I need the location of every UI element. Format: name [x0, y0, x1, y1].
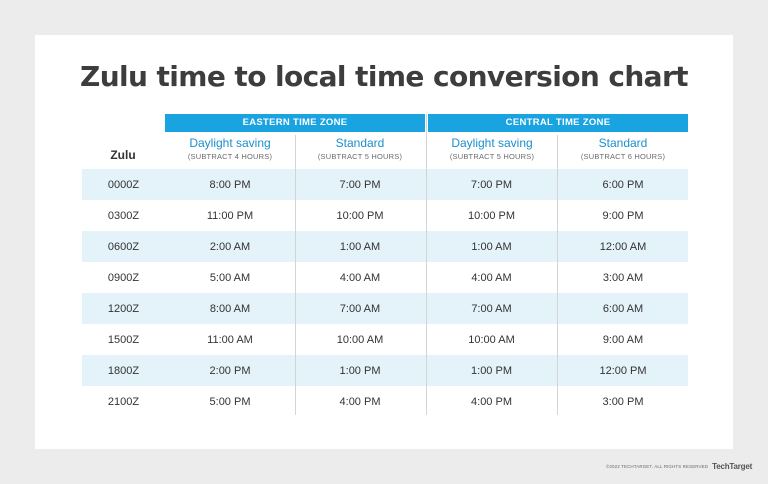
zulu-cell: 1200Z [107, 302, 140, 315]
central-daylight-sub: (SUBTRACT 5 HOURS) [449, 152, 535, 161]
table-row: 1500Z 11:00 AM 10:00 AM 10:00 AM 9:00 AM [82, 324, 688, 355]
footer: ©2022 TECHTARGET. ALL RIGHTS RESERVED Te… [606, 462, 752, 471]
central-standard-cell: 12:00 AM [599, 240, 647, 253]
eastern-daylight-cell: 11:00 AM [207, 333, 253, 346]
central-daylight-cell: 7:00 AM [471, 302, 512, 315]
table-row: 0000Z 8:00 PM 7:00 PM 7:00 PM 6:00 PM [82, 169, 688, 200]
central-daylight-cell: 10:00 AM [468, 333, 515, 346]
zulu-cell: 0600Z [107, 240, 140, 253]
copyright-text: ©2022 TECHTARGET. ALL RIGHTS RESERVED [606, 464, 709, 469]
central-standard-label: Standard [598, 136, 648, 150]
eastern-daylight-label: Daylight saving [189, 136, 271, 150]
techtarget-logo: TechTarget [712, 462, 753, 471]
central-standard-cell: 6:00 PM [602, 178, 644, 191]
central-standard-cell: 6:00 AM [602, 302, 644, 315]
eastern-standard-cell: 4:00 AM [339, 271, 381, 284]
zulu-cell: 0900Z [107, 271, 140, 284]
zulu-cell: 2100Z [107, 395, 140, 408]
central-daylight-cell: 4:00 AM [471, 271, 512, 284]
central-daylight-cell: 10:00 PM [467, 209, 516, 222]
table-row: 1200Z 8:00 AM 7:00 AM 7:00 AM 6:00 AM [82, 293, 688, 324]
conversion-table: 0000Z 8:00 PM 7:00 PM 7:00 PM 6:00 PM 03… [82, 169, 688, 417]
eastern-standard-cell: 1:00 AM [339, 240, 381, 253]
eastern-daylight-cell: 5:00 PM [209, 395, 251, 408]
central-standard-cell: 12:00 PM [599, 364, 647, 377]
page-title: Zulu time to local time conversion chart [80, 60, 689, 93]
eastern-daylight-cell: 5:00 AM [209, 271, 251, 284]
central-zone-header: CENTRAL TIME ZONE [428, 114, 688, 132]
eastern-standard-cell: 10:00 AM [336, 333, 384, 346]
eastern-standard-cell: 1:00 PM [339, 364, 381, 377]
central-daylight-cell: 1:00 AM [471, 240, 512, 253]
eastern-standard-label: Standard [335, 136, 385, 150]
eastern-standard-header: Standard (SUBTRACT 5 HOURS) [295, 136, 425, 163]
column-divider [295, 135, 296, 415]
eastern-daylight-sub: (SUBTRACT 4 HOURS) [187, 152, 273, 161]
central-standard-sub: (SUBTRACT 6 HOURS) [580, 152, 666, 161]
central-daylight-header: Daylight saving (SUBTRACT 5 HOURS) [427, 136, 557, 163]
central-standard-header: Standard (SUBTRACT 6 HOURS) [558, 136, 688, 163]
central-daylight-label: Daylight saving [451, 136, 533, 150]
eastern-daylight-cell: 8:00 PM [209, 178, 251, 191]
zulu-column-header: Zulu [110, 148, 136, 162]
column-divider [557, 135, 558, 415]
eastern-standard-cell: 7:00 AM [339, 302, 381, 315]
zulu-cell: 1800Z [107, 364, 140, 377]
eastern-daylight-cell: 2:00 AM [209, 240, 251, 253]
central-standard-cell: 9:00 PM [602, 209, 644, 222]
eastern-daylight-cell: 2:00 PM [209, 364, 251, 377]
central-daylight-cell: 7:00 PM [471, 178, 512, 191]
table-row: 0300Z 11:00 PM 10:00 PM 10:00 PM 9:00 PM [82, 200, 688, 231]
eastern-daylight-header: Daylight saving (SUBTRACT 4 HOURS) [165, 136, 295, 163]
eastern-daylight-cell: 8:00 AM [209, 302, 251, 315]
central-standard-cell: 3:00 AM [602, 271, 644, 284]
central-daylight-cell: 1:00 PM [471, 364, 512, 377]
eastern-daylight-cell: 11:00 PM [206, 209, 254, 222]
eastern-zone-header: EASTERN TIME ZONE [165, 114, 425, 132]
eastern-standard-cell: 4:00 PM [339, 395, 381, 408]
central-standard-cell: 9:00 AM [602, 333, 644, 346]
zone-divider [426, 114, 427, 415]
central-daylight-cell: 4:00 PM [471, 395, 512, 408]
central-standard-cell: 3:00 PM [602, 395, 644, 408]
eastern-standard-cell: 7:00 PM [339, 178, 381, 191]
zulu-cell: 0300Z [107, 209, 140, 222]
eastern-standard-cell: 10:00 PM [336, 209, 384, 222]
eastern-standard-sub: (SUBTRACT 5 HOURS) [317, 152, 403, 161]
table-row: 2100Z 5:00 PM 4:00 PM 4:00 PM 3:00 PM [82, 386, 688, 417]
table-row: 0900Z 5:00 AM 4:00 AM 4:00 AM 3:00 AM [82, 262, 688, 293]
table-row: 1800Z 2:00 PM 1:00 PM 1:00 PM 12:00 PM [82, 355, 688, 386]
table-row: 0600Z 2:00 AM 1:00 AM 1:00 AM 12:00 AM [82, 231, 688, 262]
zulu-cell: 0000Z [107, 178, 140, 191]
zulu-cell: 1500Z [107, 333, 140, 346]
